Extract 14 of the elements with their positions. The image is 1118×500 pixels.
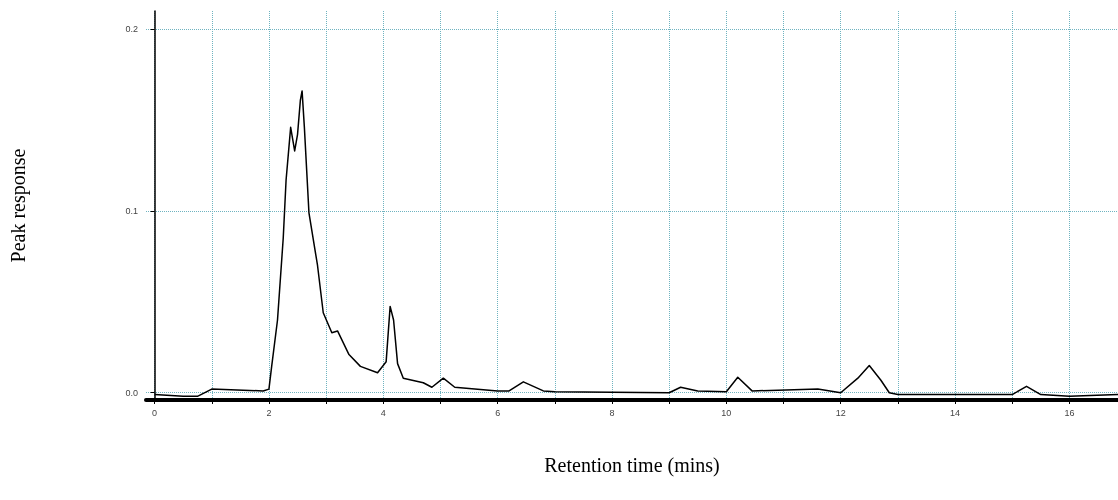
x-tick-label: 2 xyxy=(266,407,272,418)
x-tick-label: 0 xyxy=(152,407,158,418)
x-tick-label: 16 xyxy=(1064,407,1075,418)
x-tick-label: 8 xyxy=(609,407,615,418)
x-tick-label: 6 xyxy=(495,407,501,418)
x-axis-title: Retention time (mins) xyxy=(544,454,720,477)
y-tick-label: 0.0 xyxy=(125,387,138,398)
x-tick-label: 14 xyxy=(950,407,961,418)
y-tick-label: 0.2 xyxy=(125,24,138,35)
y-axis-title: Peak response xyxy=(7,148,30,263)
y-tick-label: 0.1 xyxy=(125,205,138,216)
x-tick-label: 12 xyxy=(835,407,846,418)
x-tick-label: 4 xyxy=(380,407,386,418)
x-tick-label: 10 xyxy=(721,407,732,418)
